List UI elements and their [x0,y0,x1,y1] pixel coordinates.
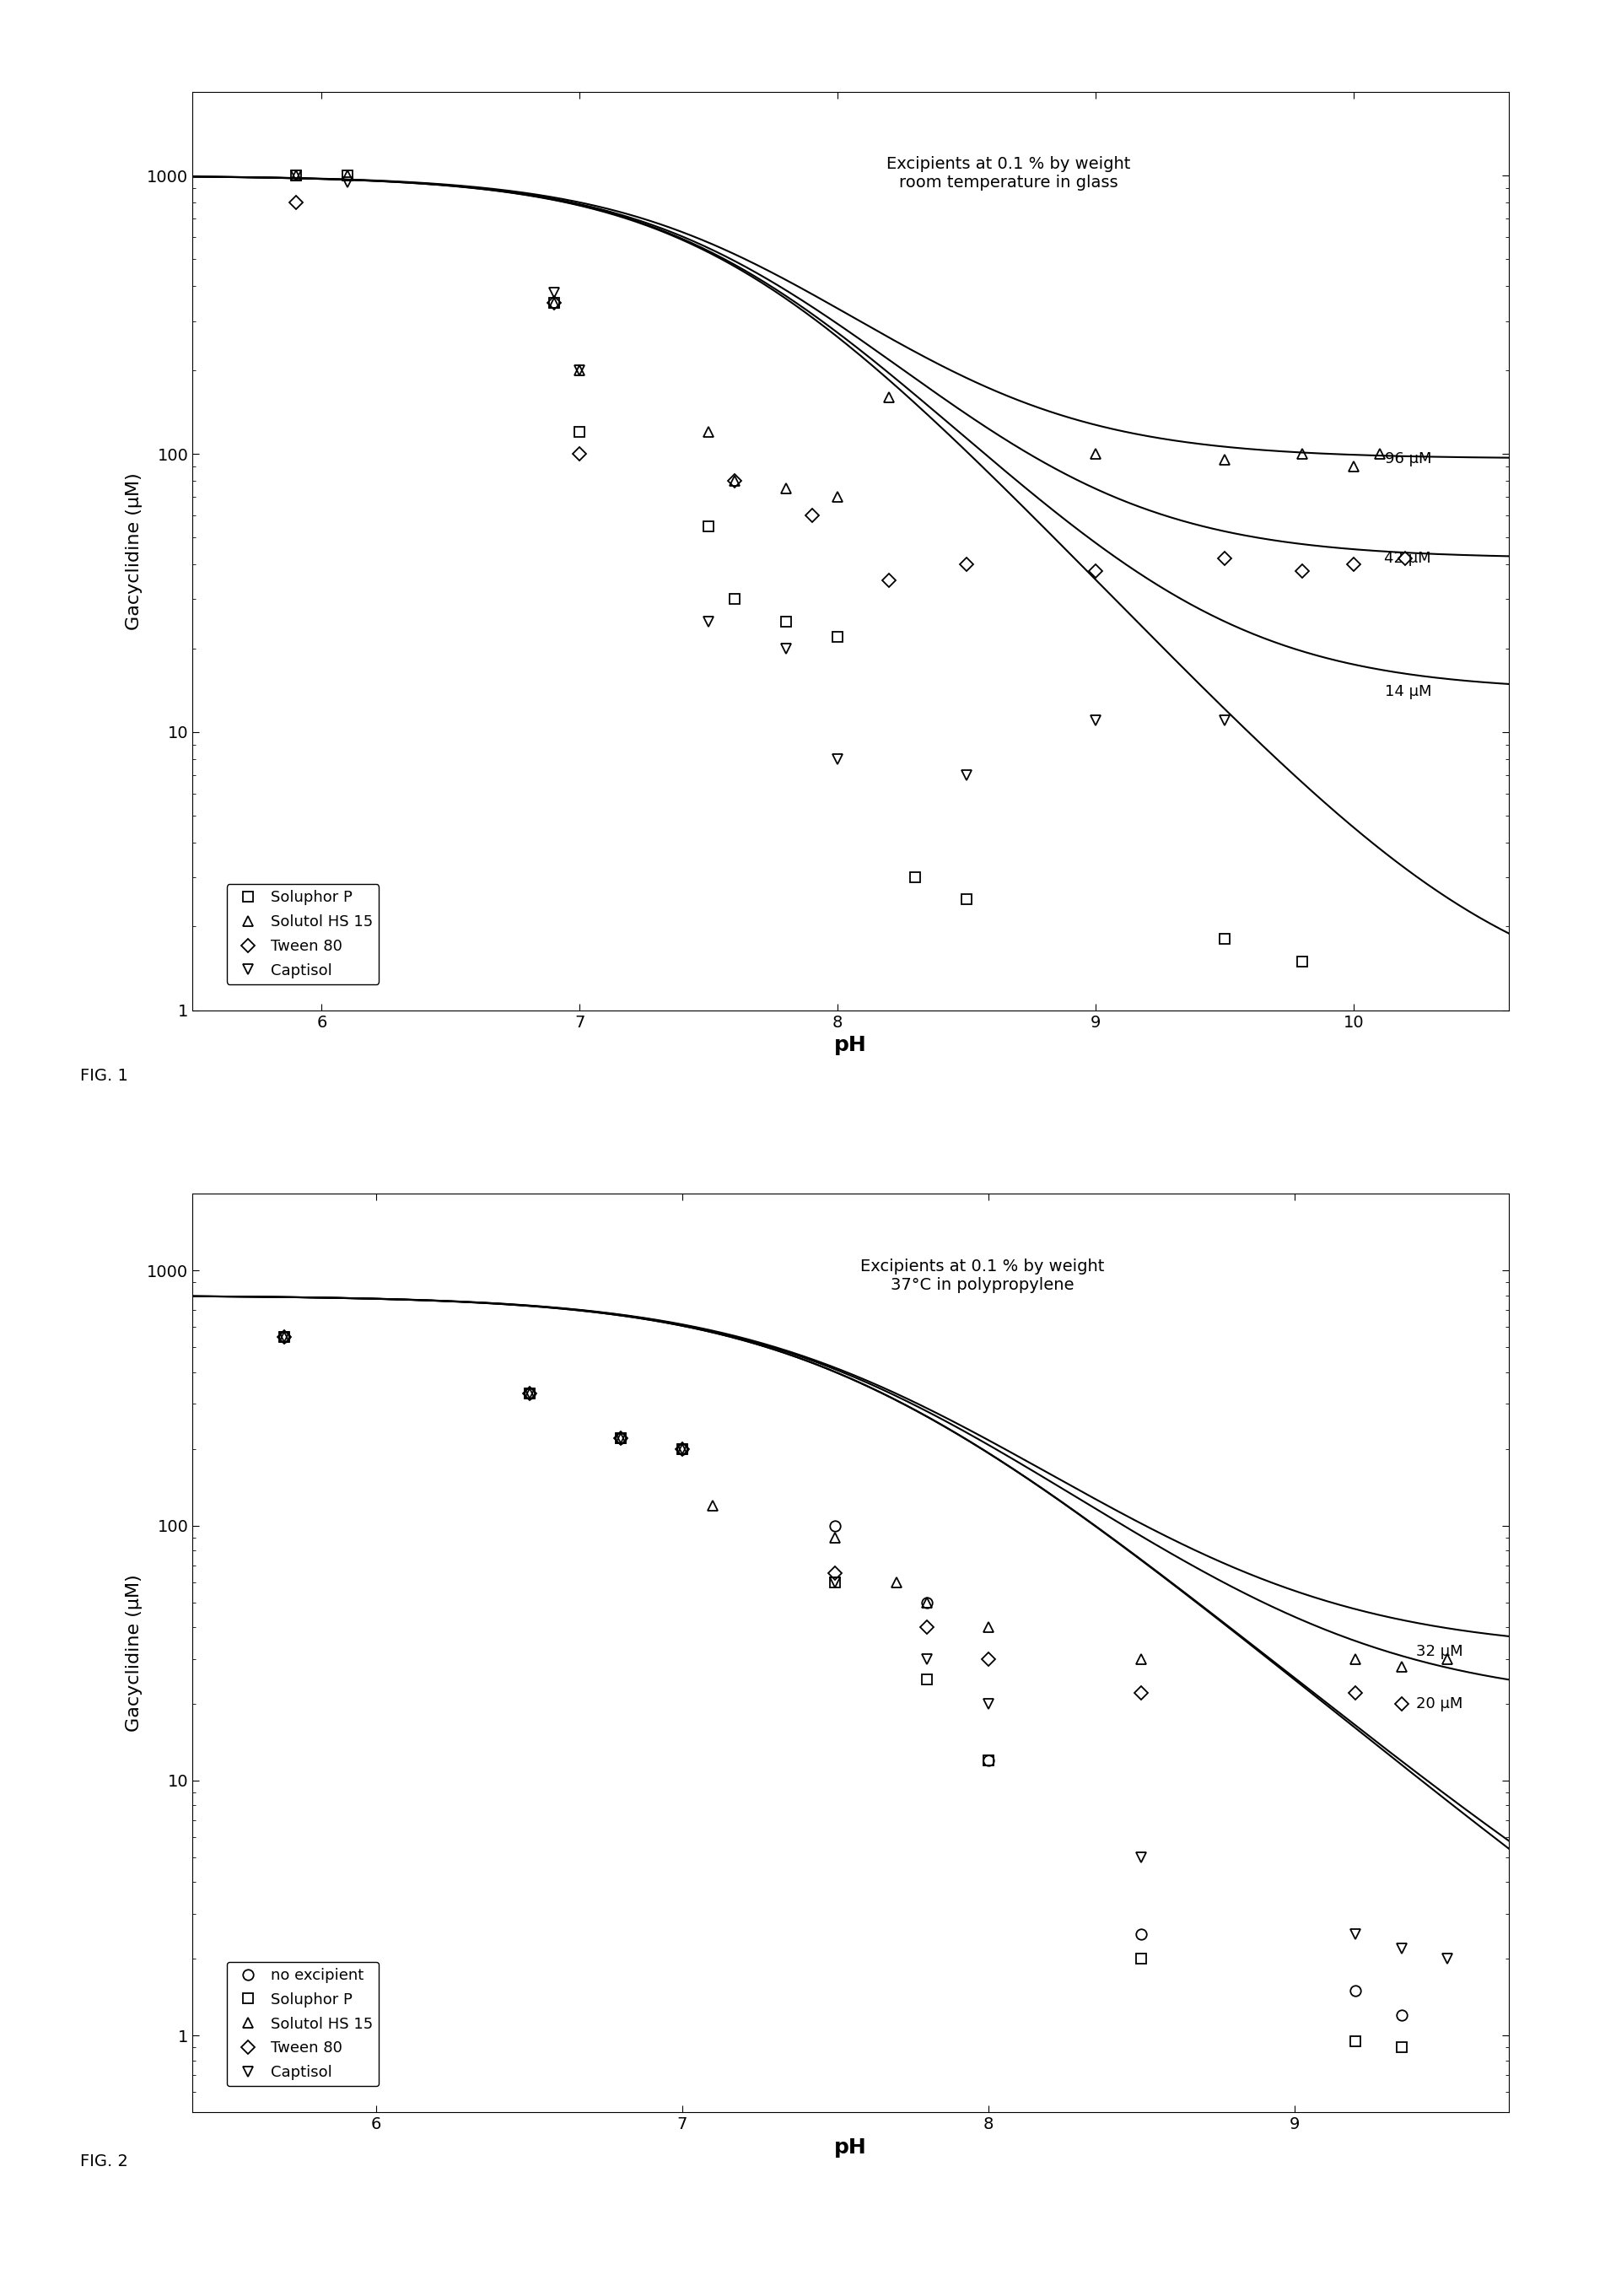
Text: 14 μM: 14 μM [1385,684,1432,698]
Text: 20 μM: 20 μM [1416,1697,1462,1711]
Y-axis label: Gacyclidine (μM): Gacyclidine (μM) [125,473,143,629]
Legend: no excipient, Soluphor P, Solutol HS 15, Tween 80, Captisol: no excipient, Soluphor P, Solutol HS 15,… [226,1961,379,2087]
Text: 32 μM: 32 μM [1416,1644,1462,1660]
Text: 42 μM: 42 μM [1385,551,1432,567]
Text: FIG. 1: FIG. 1 [80,1068,128,1084]
X-axis label: pH: pH [835,2138,867,2158]
Text: Excipients at 0.1 % by weight
37°C in polypropylene: Excipients at 0.1 % by weight 37°C in po… [860,1258,1104,1293]
X-axis label: pH: pH [835,1035,867,1056]
Y-axis label: Gacyclidine (μM): Gacyclidine (μM) [125,1575,143,1731]
Text: Excipients at 0.1 % by weight
room temperature in glass: Excipients at 0.1 % by weight room tempe… [886,156,1130,191]
Legend: Soluphor P, Solutol HS 15, Tween 80, Captisol: Soluphor P, Solutol HS 15, Tween 80, Cap… [226,884,379,985]
Text: FIG. 2: FIG. 2 [80,2154,128,2170]
Text: 96 μM: 96 μM [1385,450,1432,466]
